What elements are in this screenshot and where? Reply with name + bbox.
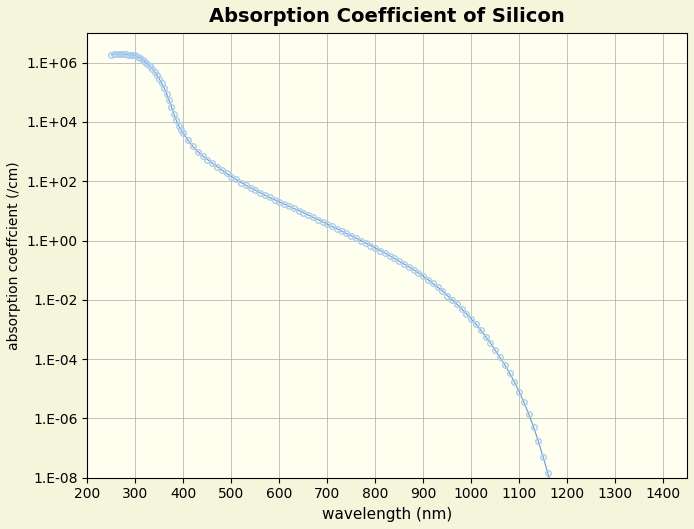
Y-axis label: absorption coeffcient (/cm): absorption coeffcient (/cm) xyxy=(7,161,21,350)
Title: Absorption Coefficient of Silicon: Absorption Coefficient of Silicon xyxy=(210,7,565,26)
X-axis label: wavelength (nm): wavelength (nm) xyxy=(322,507,452,522)
